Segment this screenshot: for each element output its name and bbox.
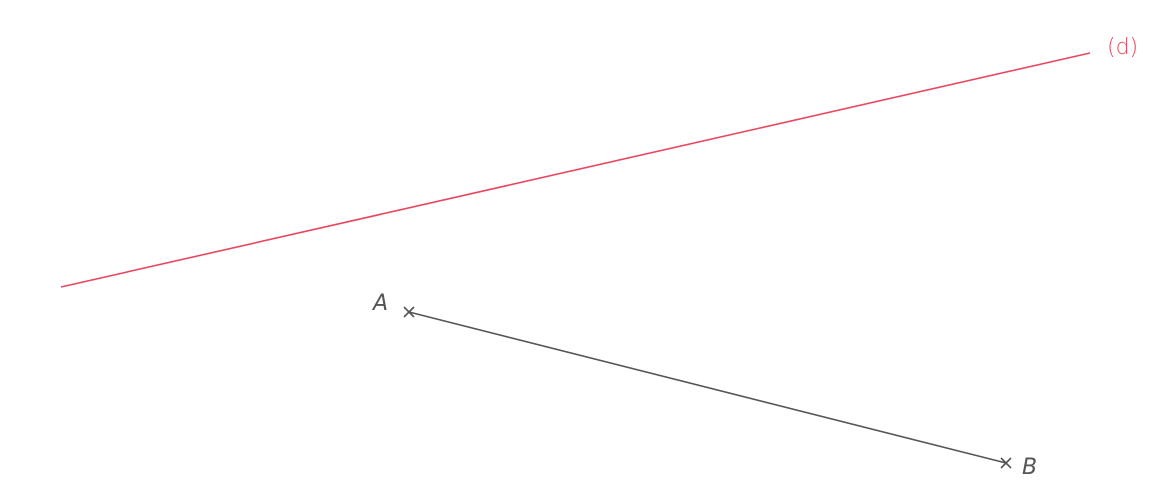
point-b-marker [1000, 457, 1012, 469]
point-a-marker [403, 306, 415, 318]
point-b-label: B [1022, 455, 1037, 480]
segment-ab [408, 311, 1007, 464]
line-d-label: (d) [1107, 35, 1138, 60]
point-a-label: A [371, 291, 388, 316]
line-d [60, 52, 1091, 288]
